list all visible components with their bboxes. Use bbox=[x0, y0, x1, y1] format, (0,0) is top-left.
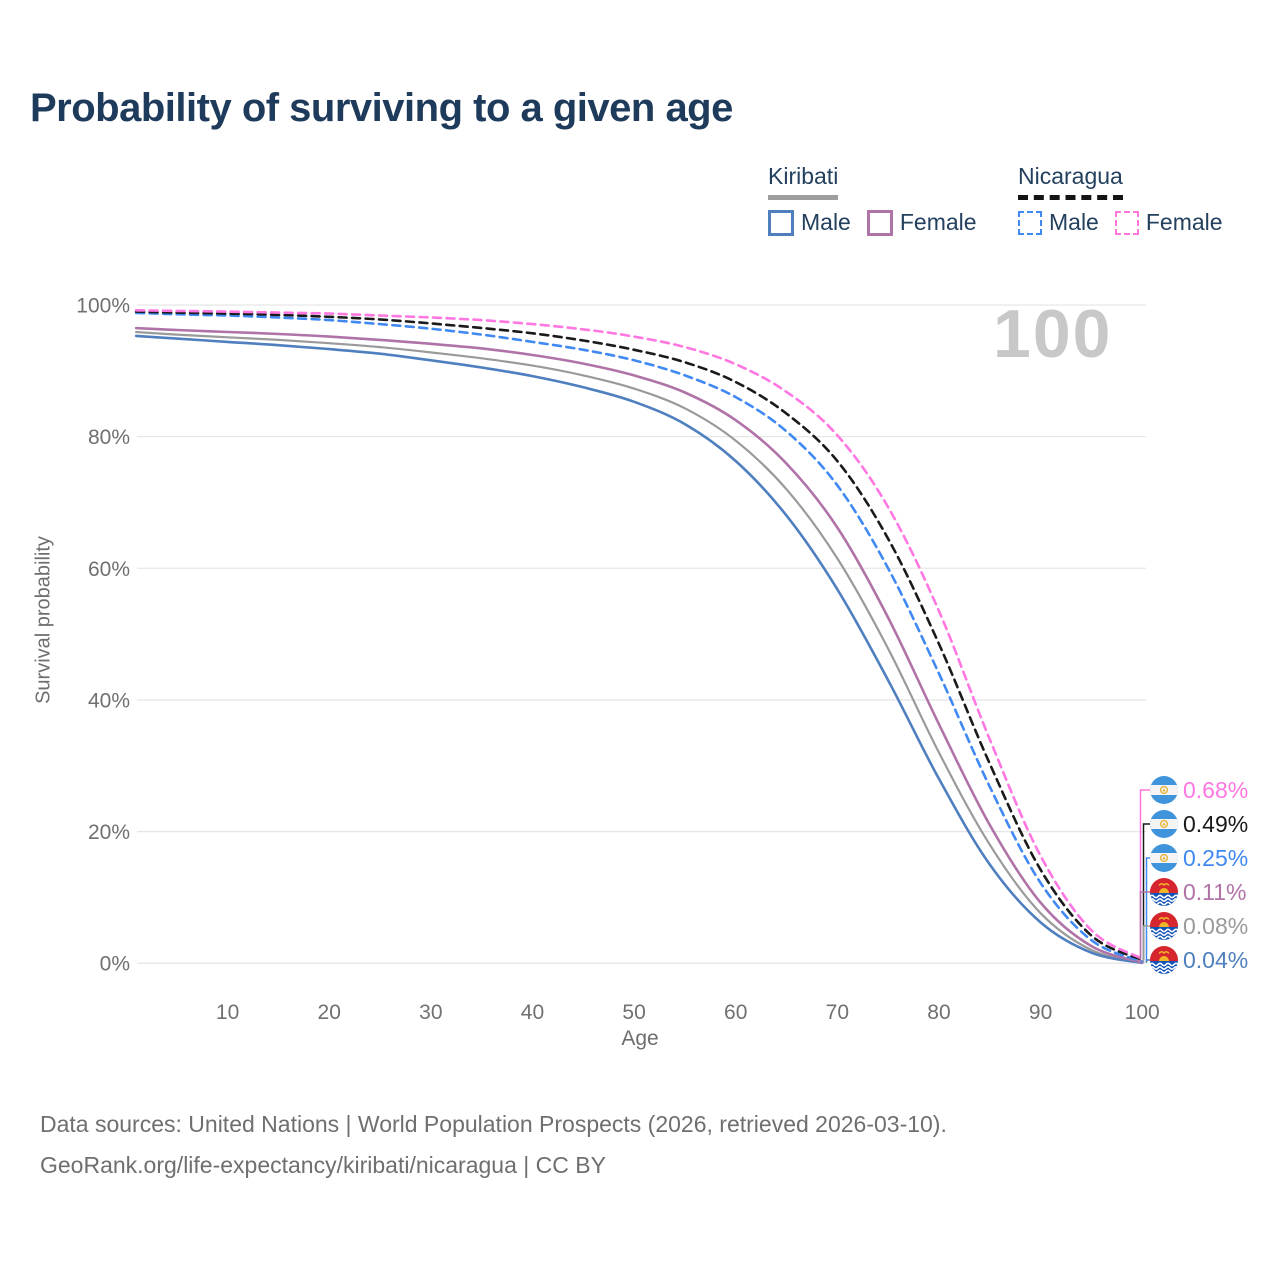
end-label-connector bbox=[1142, 925, 1150, 963]
x-tick-label: 90 bbox=[1029, 1001, 1052, 1024]
x-tick-label: 50 bbox=[622, 1001, 645, 1024]
legend-items-nicaragua: Male Female bbox=[1018, 209, 1223, 236]
end-label-connector bbox=[1145, 959, 1150, 963]
x-tick-label: 70 bbox=[826, 1001, 849, 1024]
y-tick-label: 0% bbox=[100, 953, 130, 976]
kiribati-female-swatch-icon bbox=[866, 209, 893, 236]
footer: Data sources: United Nations | World Pop… bbox=[40, 1104, 947, 1186]
x-tick-label: 30 bbox=[419, 1001, 442, 1024]
end-value-label: 0.25% bbox=[1183, 844, 1249, 871]
page-title: Probability of surviving to a given age bbox=[30, 86, 733, 130]
end-label-connector bbox=[1145, 857, 1150, 962]
end-label-connector bbox=[1139, 891, 1150, 963]
end-value-label: 0.08% bbox=[1183, 912, 1249, 939]
curve-kiribati-male bbox=[134, 334, 1144, 965]
legend-item-nicaragua-female: Female bbox=[1114, 209, 1223, 236]
legend-country-nicaragua: Nicaragua bbox=[1018, 163, 1123, 200]
age-counter-watermark: 100 bbox=[993, 296, 1113, 372]
y-tick-label: 100% bbox=[76, 295, 130, 318]
end-label-nicaragua-male: 0.25% bbox=[1150, 843, 1248, 873]
end-value-label: 0.49% bbox=[1183, 810, 1249, 837]
end-label-connector bbox=[1142, 823, 1150, 960]
kiribati-male-swatch-icon bbox=[768, 209, 794, 236]
kiribati-flag-icon bbox=[1150, 946, 1178, 974]
footer-data-sources: Data sources: United Nations | World Pop… bbox=[40, 1111, 947, 1137]
end-value-label: 0.11% bbox=[1183, 878, 1247, 905]
x-tick-label: 80 bbox=[927, 1001, 950, 1024]
legend-group-nicaragua: Nicaragua Male Female bbox=[1018, 163, 1223, 236]
y-tick-label: 60% bbox=[88, 558, 130, 581]
end-label-nicaragua-female: 0.68% bbox=[1150, 775, 1248, 805]
nicaragua-flag-icon bbox=[1150, 776, 1178, 804]
end-label-nicaragua-total: 0.49% bbox=[1150, 809, 1248, 839]
footer-attribution: GeoRank.org/life-expectancy/kiribati/nic… bbox=[40, 1152, 606, 1178]
legend-country-kiribati: Kiribati bbox=[768, 163, 839, 200]
end-label-kiribati-female: 0.11% bbox=[1150, 877, 1247, 907]
x-tick-label: 60 bbox=[724, 1001, 747, 1024]
nicaragua-female-swatch-icon bbox=[1114, 210, 1139, 235]
curve-kiribati-total bbox=[135, 330, 1144, 964]
x-tick-label: 10 bbox=[216, 1001, 239, 1024]
curve-nicaragua-total bbox=[134, 310, 1144, 962]
nicaragua-flag-icon bbox=[1150, 844, 1178, 872]
x-tick-label: 40 bbox=[521, 1001, 544, 1024]
curve-kiribati-female bbox=[134, 326, 1144, 964]
nicaragua-flag-icon bbox=[1150, 810, 1178, 838]
end-label-kiribati-total: 0.08% bbox=[1150, 911, 1248, 941]
x-tick-label: 20 bbox=[318, 1001, 341, 1024]
y-tick-label: 80% bbox=[88, 426, 130, 449]
legend-group-kiribati: Kiribati Male Female bbox=[768, 163, 977, 236]
kiribati-flag-icon bbox=[1150, 878, 1178, 906]
y-tick-label: 20% bbox=[88, 821, 130, 844]
nicaragua-male-swatch-icon bbox=[1018, 210, 1042, 235]
x-axis-label: Age bbox=[621, 1027, 659, 1050]
end-value-label: 0.04% bbox=[1183, 946, 1249, 973]
end-label-connector bbox=[1139, 789, 1150, 959]
legend-label: Male bbox=[1049, 209, 1099, 235]
legend-item-kiribati-male: Male bbox=[768, 209, 851, 236]
legend-label: Male bbox=[801, 209, 851, 235]
curve-nicaragua-male bbox=[134, 311, 1144, 963]
kiribati-flag-icon bbox=[1150, 912, 1178, 940]
legend-label: Female bbox=[899, 209, 977, 235]
legend-items-kiribati: Male Female bbox=[768, 209, 977, 236]
end-value-label: 0.68% bbox=[1183, 776, 1249, 803]
end-label-kiribati-male: 0.04% bbox=[1150, 945, 1248, 975]
legend-item-kiribati-female: Female bbox=[866, 209, 977, 236]
x-tick-label: 100 bbox=[1125, 1001, 1160, 1024]
curve-nicaragua-female bbox=[134, 308, 1144, 960]
legend-label: Female bbox=[1145, 209, 1223, 235]
legend-item-nicaragua-male: Male bbox=[1018, 209, 1099, 236]
y-tick-label: 40% bbox=[88, 689, 130, 712]
